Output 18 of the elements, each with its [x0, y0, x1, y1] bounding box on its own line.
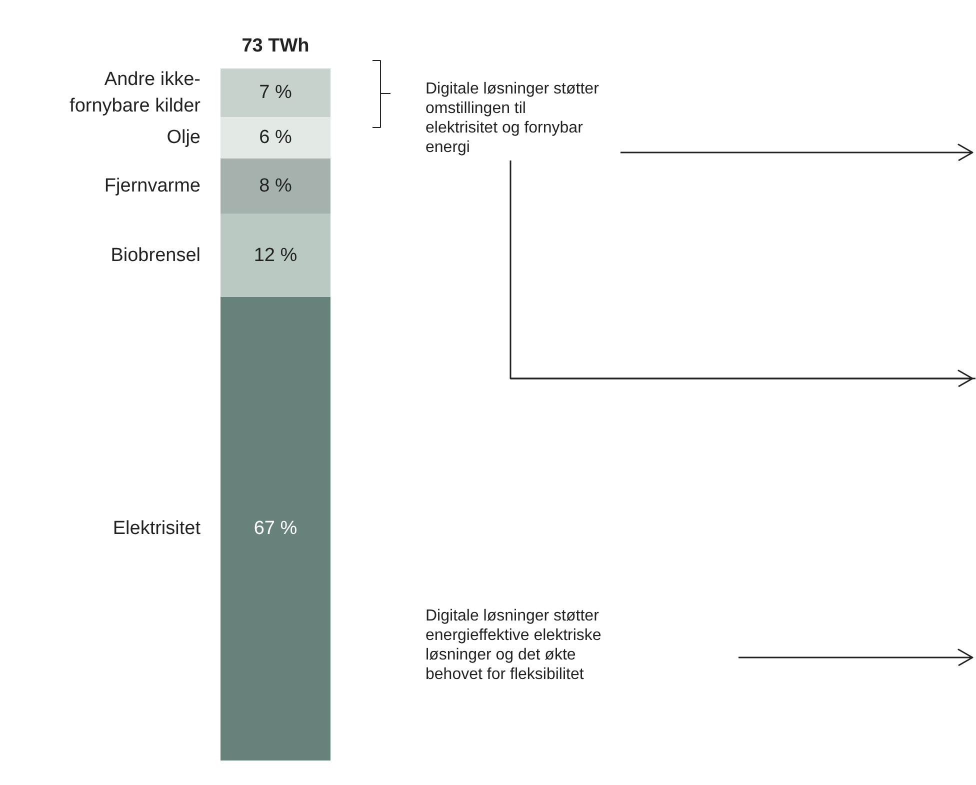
bar — [220, 214, 330, 297]
bar — [220, 158, 330, 214]
bar — [220, 68, 330, 117]
data-label: 12 % — [254, 244, 298, 266]
data-label: 6 % — [259, 127, 292, 148]
series-label: Elektrisitet — [112, 518, 202, 540]
series-label: Biobrensel — [110, 244, 201, 266]
bar — [220, 296, 330, 760]
series-label: Andre ikke-fornybare kilder — [70, 69, 202, 116]
text: Digitale løsninger støtter energieffektive elektriske løsninger og det økte behovet for fleksibilitet — [426, 608, 602, 684]
bar — [220, 116, 330, 158]
text: Digitale løsninger støtter omstillingen til elektrisitet og fornybar energi — [426, 80, 600, 156]
data-label: 7 % — [259, 82, 292, 104]
data-label: 67 % — [254, 518, 298, 540]
series-label: Fjernvarme — [104, 176, 200, 197]
chart-title: 73 TWh — [242, 36, 310, 56]
data-label: 8 % — [259, 176, 292, 197]
series-label: Olje — [166, 127, 201, 148]
